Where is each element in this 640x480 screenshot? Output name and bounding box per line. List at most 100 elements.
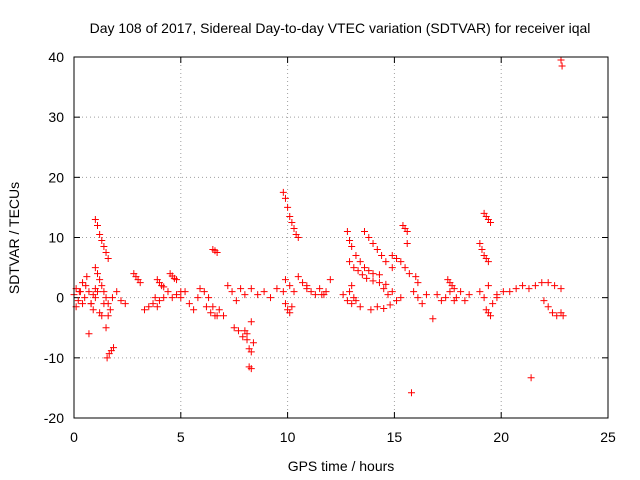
x-tick-label: 25 [600, 429, 616, 445]
data-point [103, 354, 111, 362]
data-point [531, 282, 539, 290]
data-point [260, 288, 268, 296]
data-point [316, 285, 324, 293]
data-point [91, 294, 99, 302]
data-point [100, 243, 108, 251]
data-point [104, 300, 112, 308]
data-point [121, 300, 129, 308]
data-point [177, 294, 185, 302]
data-point [93, 270, 101, 278]
data-point [247, 285, 255, 293]
data-point [202, 303, 210, 311]
data-point [247, 348, 255, 356]
data-point [553, 312, 561, 320]
data-point [403, 227, 411, 235]
data-point [82, 282, 90, 290]
data-point [487, 312, 495, 320]
data-point [407, 389, 415, 397]
data-point [397, 258, 405, 266]
data-point [493, 291, 501, 299]
data-point [299, 279, 307, 287]
data-point [196, 285, 204, 293]
data-point [476, 288, 484, 296]
x-tick-label: 5 [177, 429, 185, 445]
data-point [102, 324, 110, 332]
data-point [281, 300, 289, 308]
data-point [354, 267, 362, 275]
data-point [209, 303, 217, 311]
data-point [75, 288, 83, 296]
data-point [386, 301, 394, 309]
data-point [487, 218, 495, 226]
y-tick-label: -10 [44, 350, 64, 366]
data-point [96, 230, 104, 238]
data-point [382, 280, 390, 288]
data-point [74, 297, 82, 305]
data-point [294, 273, 302, 281]
data-point [104, 312, 112, 320]
data-point [160, 294, 168, 302]
x-axis-label: GPS time / hours [288, 458, 395, 474]
data-point [352, 297, 360, 305]
data-point [512, 285, 520, 293]
data-point [85, 288, 93, 296]
data-point [230, 324, 238, 332]
data-point [388, 264, 396, 272]
data-point [373, 303, 381, 311]
data-point [346, 258, 354, 266]
data-point [375, 271, 383, 279]
data-point [339, 291, 347, 299]
data-point [284, 203, 292, 211]
data-point [457, 288, 465, 296]
data-point [98, 282, 106, 290]
data-point [102, 249, 110, 257]
data-point [81, 294, 89, 302]
data-point [403, 240, 411, 248]
data-point [525, 285, 533, 293]
data-point [326, 276, 334, 284]
data-point [397, 294, 405, 302]
data-point [429, 315, 437, 323]
data-point [558, 62, 566, 70]
data-point [540, 297, 548, 305]
data-point [343, 227, 351, 235]
data-point [418, 300, 426, 308]
data-point [465, 291, 473, 299]
x-tick-label: 20 [493, 429, 509, 445]
data-point [450, 285, 458, 293]
data-point [228, 288, 236, 296]
data-point [279, 188, 287, 196]
data-point [405, 270, 413, 278]
data-point [213, 249, 221, 257]
data-point [393, 255, 401, 263]
data-point [286, 212, 294, 220]
data-point [100, 288, 108, 296]
data-point [89, 306, 97, 314]
data-point [185, 300, 193, 308]
data-point [190, 306, 198, 314]
data-point [273, 285, 281, 293]
data-point [102, 294, 110, 302]
data-point [437, 297, 445, 305]
data-point [288, 303, 296, 311]
data-point [557, 56, 565, 64]
data-point [220, 312, 228, 320]
data-point [211, 312, 219, 320]
data-point [281, 276, 289, 284]
data-point [290, 288, 298, 296]
data-point [544, 303, 552, 311]
data-point [79, 279, 87, 287]
data-point [393, 297, 401, 305]
data-point [476, 240, 484, 248]
data-point [207, 309, 215, 317]
data-point [286, 282, 294, 290]
data-point [352, 252, 360, 260]
x-tick-label: 15 [387, 429, 403, 445]
data-point [375, 279, 383, 287]
data-point [559, 312, 567, 320]
chart-title: Day 108 of 2017, Sidereal Day-to-day VTE… [90, 20, 591, 36]
data-point [279, 288, 287, 296]
y-tick-label: 20 [48, 169, 64, 185]
data-point [484, 258, 492, 266]
axis-ticks: 0 5 10 15 20 25 -20 -10 0 10 20 30 40 [44, 49, 616, 445]
